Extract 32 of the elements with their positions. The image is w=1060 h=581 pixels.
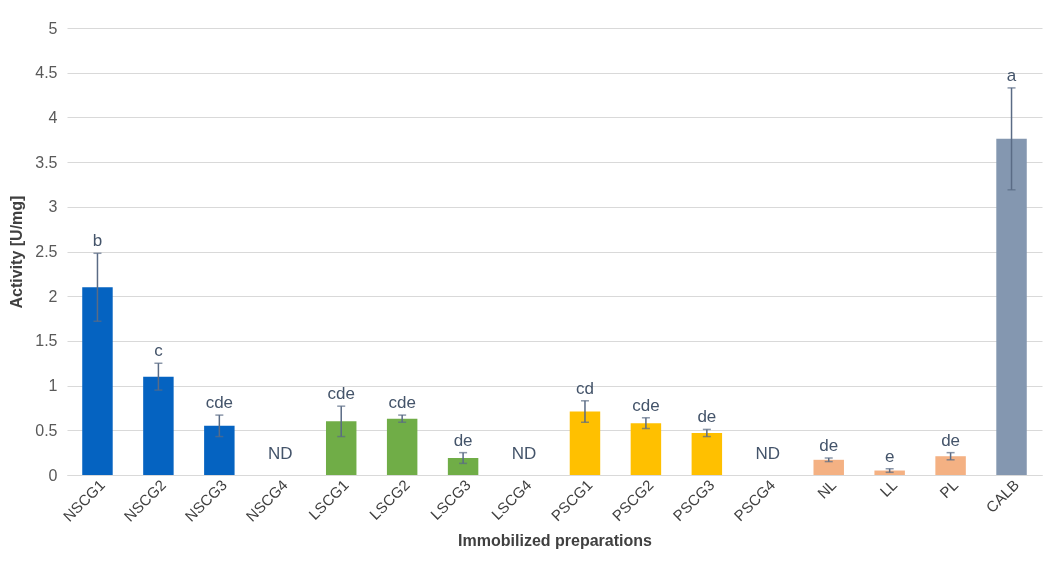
annotation: cde [205,393,234,413]
annotation: de [819,436,839,456]
annotation: c [154,341,164,361]
y-axis-title: Activity [U/mg] [8,195,26,309]
annotation: de [453,430,473,450]
annotation: cde [327,384,355,404]
y-tick-label: 3 [48,198,58,216]
x-tick-label: PL [936,476,962,502]
annotation: de [697,407,717,427]
y-tick-label: 4.5 [35,64,58,82]
text: ND [511,444,537,463]
y-tick-label: 1.5 [35,332,58,350]
annotation: e [884,446,895,466]
x-tick-label: LL [876,476,901,500]
y-tick-label: 0.5 [35,421,58,439]
annotation: cde [632,395,660,415]
annotation: a [1006,65,1017,85]
y-tick-label: 1 [48,377,58,395]
annotation: de [941,430,961,450]
text: ND [268,444,293,463]
y-tick-label: 0 [48,466,58,484]
y-tick-label: 3.5 [35,153,58,171]
y-tick-label: 4 [48,108,58,126]
text: ND [755,444,781,463]
annotation: b [92,231,103,251]
x-axis-title: Immobilized preparations [458,531,653,549]
y-tick-label: 2 [48,287,58,305]
x-tick-label: NL [813,476,840,502]
y-tick-label: 2.5 [35,243,58,260]
annotation: cd [575,378,594,398]
y-tick-label: 5 [48,19,58,37]
annotation: cde [388,393,416,413]
